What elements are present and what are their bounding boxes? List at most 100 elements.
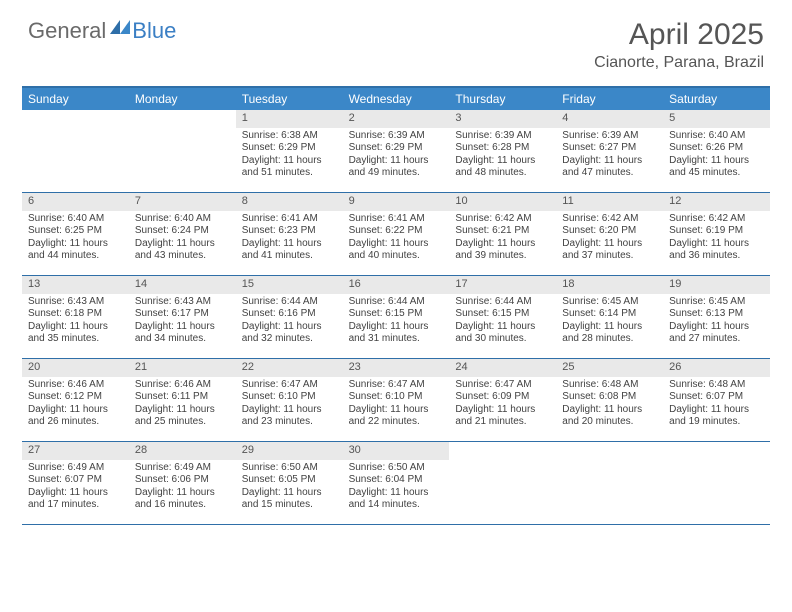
logo-mark-icon bbox=[110, 20, 130, 34]
sunrise-text: Sunrise: 6:44 AM bbox=[242, 296, 337, 309]
day-body: Sunrise: 6:38 AMSunset: 6:29 PMDaylight:… bbox=[236, 128, 343, 184]
sunrise-text: Sunrise: 6:47 AM bbox=[242, 379, 337, 392]
daylight-text: Daylight: 11 hours and 47 minutes. bbox=[562, 155, 657, 180]
location: Cianorte, Parana, Brazil bbox=[594, 54, 764, 72]
sunset-text: Sunset: 6:22 PM bbox=[349, 225, 444, 238]
dow-mon: Monday bbox=[129, 88, 236, 110]
sunrise-text: Sunrise: 6:39 AM bbox=[349, 130, 444, 143]
daylight-text: Daylight: 11 hours and 48 minutes. bbox=[455, 155, 550, 180]
day-body: Sunrise: 6:41 AMSunset: 6:22 PMDaylight:… bbox=[343, 211, 450, 267]
sunset-text: Sunset: 6:25 PM bbox=[28, 225, 123, 238]
sunset-text: Sunset: 6:07 PM bbox=[669, 391, 764, 404]
week-row: 6Sunrise: 6:40 AMSunset: 6:25 PMDaylight… bbox=[22, 193, 770, 276]
day-cell: 4Sunrise: 6:39 AMSunset: 6:27 PMDaylight… bbox=[556, 110, 663, 192]
day-cell: 10Sunrise: 6:42 AMSunset: 6:21 PMDayligh… bbox=[449, 193, 556, 275]
day-body: Sunrise: 6:42 AMSunset: 6:20 PMDaylight:… bbox=[556, 211, 663, 267]
day-cell: 7Sunrise: 6:40 AMSunset: 6:24 PMDaylight… bbox=[129, 193, 236, 275]
day-number: 14 bbox=[129, 276, 236, 294]
day-number: 11 bbox=[556, 193, 663, 211]
day-number: 28 bbox=[129, 442, 236, 460]
day-number: 9 bbox=[343, 193, 450, 211]
sunset-text: Sunset: 6:28 PM bbox=[455, 142, 550, 155]
daylight-text: Daylight: 11 hours and 41 minutes. bbox=[242, 238, 337, 263]
day-cell bbox=[449, 442, 556, 524]
sunset-text: Sunset: 6:07 PM bbox=[28, 474, 123, 487]
sunset-text: Sunset: 6:12 PM bbox=[28, 391, 123, 404]
sunrise-text: Sunrise: 6:48 AM bbox=[562, 379, 657, 392]
day-body: Sunrise: 6:41 AMSunset: 6:23 PMDaylight:… bbox=[236, 211, 343, 267]
day-body: Sunrise: 6:42 AMSunset: 6:21 PMDaylight:… bbox=[449, 211, 556, 267]
daylight-text: Daylight: 11 hours and 15 minutes. bbox=[242, 487, 337, 512]
day-number: 17 bbox=[449, 276, 556, 294]
sunrise-text: Sunrise: 6:40 AM bbox=[135, 213, 230, 226]
sunset-text: Sunset: 6:26 PM bbox=[669, 142, 764, 155]
day-body: Sunrise: 6:45 AMSunset: 6:14 PMDaylight:… bbox=[556, 294, 663, 350]
logo-text-general: General bbox=[28, 18, 106, 44]
daylight-text: Daylight: 11 hours and 14 minutes. bbox=[349, 487, 444, 512]
day-cell: 19Sunrise: 6:45 AMSunset: 6:13 PMDayligh… bbox=[663, 276, 770, 358]
day-body: Sunrise: 6:40 AMSunset: 6:24 PMDaylight:… bbox=[129, 211, 236, 267]
sunrise-text: Sunrise: 6:39 AM bbox=[455, 130, 550, 143]
day-number: 6 bbox=[22, 193, 129, 211]
day-body: Sunrise: 6:46 AMSunset: 6:11 PMDaylight:… bbox=[129, 377, 236, 433]
sunrise-text: Sunrise: 6:47 AM bbox=[349, 379, 444, 392]
day-body: Sunrise: 6:39 AMSunset: 6:28 PMDaylight:… bbox=[449, 128, 556, 184]
dow-fri: Friday bbox=[556, 88, 663, 110]
sunrise-text: Sunrise: 6:40 AM bbox=[669, 130, 764, 143]
sunset-text: Sunset: 6:14 PM bbox=[562, 308, 657, 321]
sunrise-text: Sunrise: 6:41 AM bbox=[242, 213, 337, 226]
day-number: 25 bbox=[556, 359, 663, 377]
week-row: 20Sunrise: 6:46 AMSunset: 6:12 PMDayligh… bbox=[22, 359, 770, 442]
sunset-text: Sunset: 6:17 PM bbox=[135, 308, 230, 321]
day-body: Sunrise: 6:48 AMSunset: 6:08 PMDaylight:… bbox=[556, 377, 663, 433]
day-number: 5 bbox=[663, 110, 770, 128]
daylight-text: Daylight: 11 hours and 21 minutes. bbox=[455, 404, 550, 429]
sunset-text: Sunset: 6:05 PM bbox=[242, 474, 337, 487]
day-number: 22 bbox=[236, 359, 343, 377]
day-number: 7 bbox=[129, 193, 236, 211]
day-number: 15 bbox=[236, 276, 343, 294]
day-cell: 13Sunrise: 6:43 AMSunset: 6:18 PMDayligh… bbox=[22, 276, 129, 358]
sunrise-text: Sunrise: 6:43 AM bbox=[135, 296, 230, 309]
sunrise-text: Sunrise: 6:42 AM bbox=[562, 213, 657, 226]
sunset-text: Sunset: 6:15 PM bbox=[349, 308, 444, 321]
day-cell bbox=[556, 442, 663, 524]
week-row: 13Sunrise: 6:43 AMSunset: 6:18 PMDayligh… bbox=[22, 276, 770, 359]
daylight-text: Daylight: 11 hours and 43 minutes. bbox=[135, 238, 230, 263]
day-cell: 12Sunrise: 6:42 AMSunset: 6:19 PMDayligh… bbox=[663, 193, 770, 275]
day-cell: 5 Sunrise: 6:40 AMSunset: 6:26 PMDaylight… bbox=[663, 110, 770, 192]
day-number: 23 bbox=[343, 359, 450, 377]
sunrise-text: Sunrise: 6:49 AM bbox=[135, 462, 230, 475]
daylight-text: Daylight: 11 hours and 49 minutes. bbox=[349, 155, 444, 180]
day-cell: 26Sunrise: 6:48 AMSunset: 6:07 PMDayligh… bbox=[663, 359, 770, 441]
daylight-text: Daylight: 11 hours and 17 minutes. bbox=[28, 487, 123, 512]
sunset-text: Sunset: 6:23 PM bbox=[242, 225, 337, 238]
sunrise-text: Sunrise: 6:42 AM bbox=[455, 213, 550, 226]
day-number: 24 bbox=[449, 359, 556, 377]
day-number: 30 bbox=[343, 442, 450, 460]
day-cell: 28Sunrise: 6:49 AMSunset: 6:06 PMDayligh… bbox=[129, 442, 236, 524]
sunset-text: Sunset: 6:10 PM bbox=[242, 391, 337, 404]
sunset-text: Sunset: 6:29 PM bbox=[349, 142, 444, 155]
day-cell bbox=[663, 442, 770, 524]
daylight-text: Daylight: 11 hours and 39 minutes. bbox=[455, 238, 550, 263]
day-cell: 14Sunrise: 6:43 AMSunset: 6:17 PMDayligh… bbox=[129, 276, 236, 358]
sunset-text: Sunset: 6:18 PM bbox=[28, 308, 123, 321]
day-cell: 25Sunrise: 6:48 AMSunset: 6:08 PMDayligh… bbox=[556, 359, 663, 441]
day-cell: 2Sunrise: 6:39 AMSunset: 6:29 PMDaylight… bbox=[343, 110, 450, 192]
sunrise-text: Sunrise: 6:46 AM bbox=[135, 379, 230, 392]
sunrise-text: Sunrise: 6:50 AM bbox=[242, 462, 337, 475]
daylight-text: Daylight: 11 hours and 20 minutes. bbox=[562, 404, 657, 429]
daylight-text: Daylight: 11 hours and 45 minutes. bbox=[669, 155, 764, 180]
day-cell: 3Sunrise: 6:39 AMSunset: 6:28 PMDaylight… bbox=[449, 110, 556, 192]
day-body: Sunrise: 6:39 AMSunset: 6:27 PMDaylight:… bbox=[556, 128, 663, 184]
daylight-text: Daylight: 11 hours and 26 minutes. bbox=[28, 404, 123, 429]
sunrise-text: Sunrise: 6:39 AM bbox=[562, 130, 657, 143]
day-number: 4 bbox=[556, 110, 663, 128]
day-number: 12 bbox=[663, 193, 770, 211]
daylight-text: Daylight: 11 hours and 32 minutes. bbox=[242, 321, 337, 346]
day-body: Sunrise: 6:48 AMSunset: 6:07 PMDaylight:… bbox=[663, 377, 770, 433]
daylight-text: Daylight: 11 hours and 44 minutes. bbox=[28, 238, 123, 263]
sunrise-text: Sunrise: 6:47 AM bbox=[455, 379, 550, 392]
daylight-text: Daylight: 11 hours and 31 minutes. bbox=[349, 321, 444, 346]
